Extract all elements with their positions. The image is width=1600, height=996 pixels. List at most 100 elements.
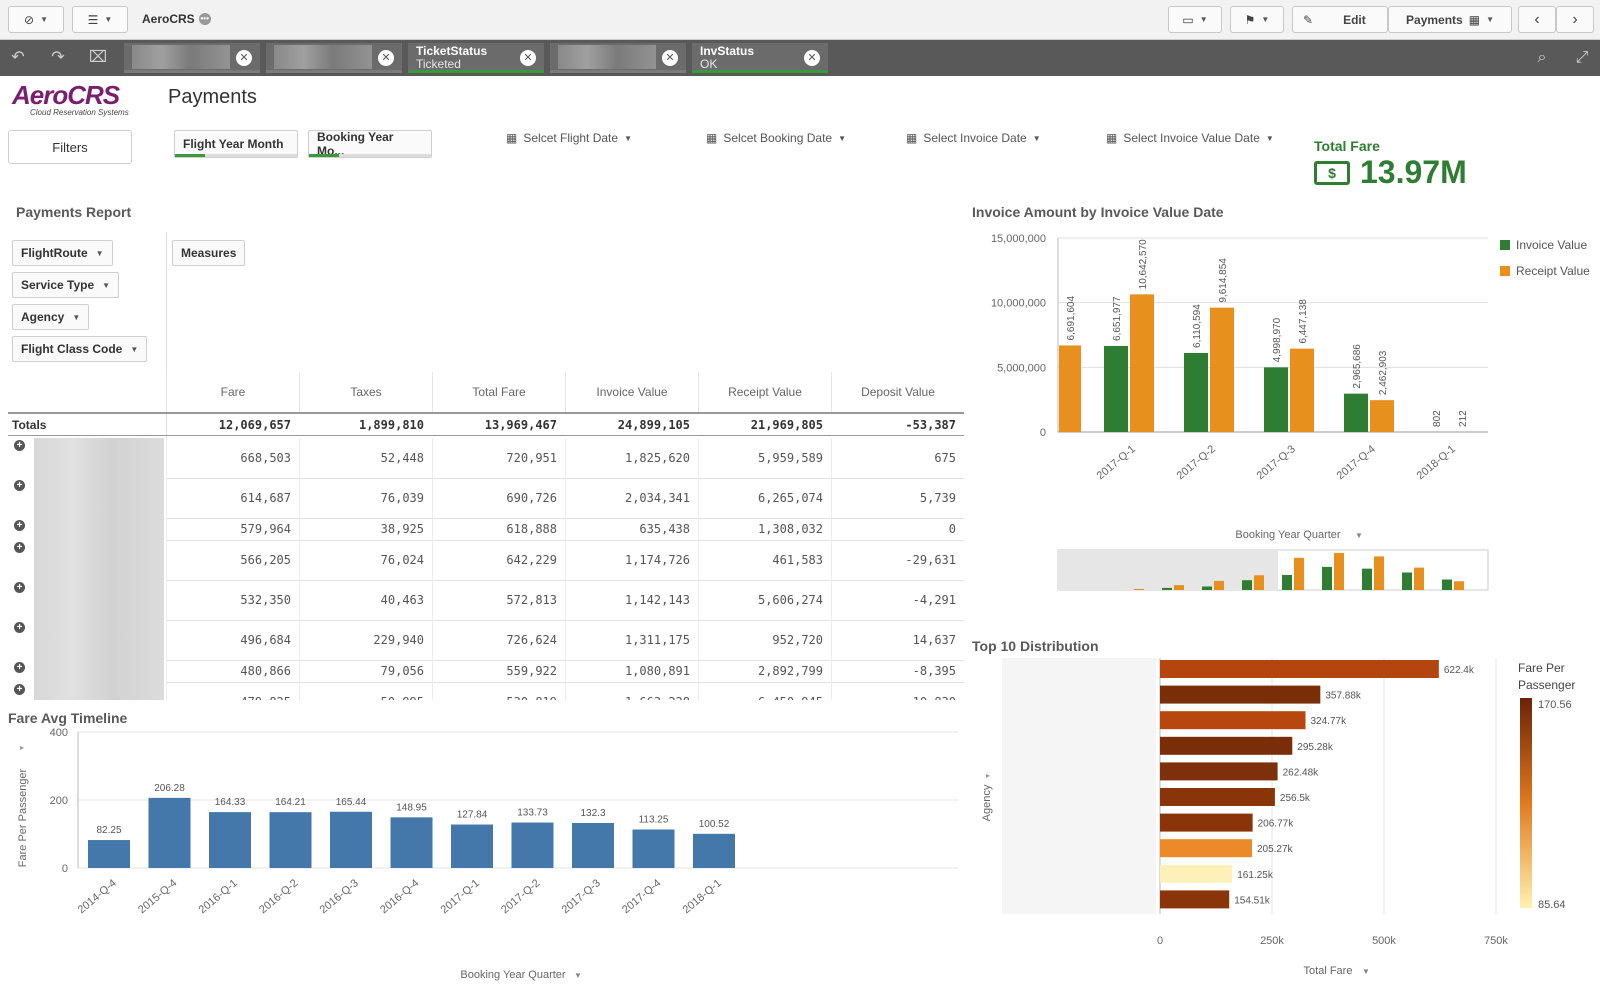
table-cell: 76,039: [299, 478, 432, 518]
app-name: AeroCRS: [142, 12, 195, 26]
close-icon[interactable]: ✕: [378, 50, 394, 66]
legend-min: 85.64: [1538, 899, 1566, 911]
close-icon[interactable]: ✕: [662, 50, 678, 66]
bar-value-label: 295.28k: [1297, 742, 1334, 753]
dimension-flight-class-code[interactable]: Flight Class Code ▼: [12, 336, 148, 362]
clear-all-selections-icon[interactable]: ⌧: [88, 49, 108, 66]
bar-value-label: 4,998,970: [1272, 317, 1283, 362]
color-legend-bar: [1520, 698, 1532, 908]
expand-icon[interactable]: +: [14, 582, 25, 593]
measures-header[interactable]: Measures: [172, 240, 246, 266]
totals-cell: 12,069,657: [218, 418, 291, 432]
column-header[interactable]: Deposit Value: [831, 372, 964, 412]
selection-chip[interactable]: ✕: [550, 43, 686, 73]
invoice-value-date-picker[interactable]: ▦ Select Invoice Value Date ▼: [1106, 131, 1274, 145]
y-tick-label: 200: [50, 795, 68, 807]
bar-value-label: 6,691,604: [1066, 296, 1077, 341]
booking-date-picker[interactable]: ▦ Selcet Booking Date ▼: [706, 131, 846, 145]
bar: [1160, 864, 1233, 883]
selection-chip-invstatus[interactable]: InvStatus OK ✕: [692, 43, 828, 73]
x-tick-label: 750k: [1484, 935, 1508, 947]
booking-year-month-dimension[interactable]: Booking Year Mo...: [308, 130, 432, 158]
sheet-icon: ▦: [1468, 12, 1481, 27]
y-axis-title: Agency: [981, 784, 993, 821]
table-cell: 50,995: [299, 682, 432, 700]
chevron-down-icon: ▼: [1486, 15, 1494, 24]
chevron-down-icon: ▼: [1265, 133, 1274, 143]
next-sheet-button[interactable]: ›: [1556, 6, 1594, 33]
list-icon: ☰: [87, 12, 99, 27]
app-menu-button[interactable]: ☰ ▼: [72, 6, 128, 33]
previous-sheet-button[interactable]: ‹: [1518, 6, 1556, 33]
close-icon[interactable]: ✕: [236, 50, 252, 66]
invoice-date-picker[interactable]: ▦ Select Invoice Date ▼: [906, 131, 1041, 145]
invoice-amount-chart: 15,000,000 10,000,000 5,000,000 0 6,691,604 6…: [991, 233, 1590, 591]
x-tick-label: 2017-Q-4: [1335, 443, 1378, 482]
expand-icon[interactable]: +: [14, 542, 25, 553]
column-header[interactable]: Invoice Value: [565, 372, 698, 412]
minimap-bar: [1134, 588, 1144, 590]
dimension-flightroute[interactable]: FlightRoute ▼: [12, 240, 113, 266]
info-icon[interactable]: •••: [198, 13, 211, 25]
table-cell: 5,959,589: [698, 438, 831, 478]
minimap-bar: [1322, 566, 1332, 590]
minimap-bar: [1202, 586, 1212, 590]
navigation-menu-button[interactable]: ⊘ ▼: [8, 6, 64, 33]
table-cell: 5,606,274: [698, 580, 831, 620]
step-forward-icon[interactable]: ↷: [51, 49, 65, 66]
expand-icon[interactable]: +: [14, 684, 25, 695]
expand-icon[interactable]: +: [14, 662, 25, 673]
sheet-menu-button[interactable]: Payments ▦ ▼: [1388, 6, 1512, 33]
chevron-down-icon: ▼: [102, 280, 111, 290]
table-cell: 635,438: [565, 518, 698, 540]
close-icon[interactable]: ✕: [520, 50, 536, 66]
column-header[interactable]: Total Fare: [432, 372, 565, 412]
legend-swatch: [1500, 266, 1510, 276]
expand-icon[interactable]: +: [14, 440, 25, 451]
x-tick-label: 2016-Q-2: [257, 877, 300, 916]
bar-receipt-value: [1290, 348, 1314, 432]
bar-value-label: 6,651,977: [1112, 296, 1123, 341]
dimension-agency[interactable]: Agency ▼: [12, 304, 90, 330]
column-header[interactable]: Fare: [166, 372, 299, 412]
expand-icon[interactable]: +: [14, 520, 25, 531]
bar-value-label: 82.25: [96, 825, 121, 836]
scrollbar-track: [1058, 550, 1278, 590]
chevron-down-icon: ▼: [1355, 531, 1363, 540]
flight-date-picker[interactable]: ▦ Selcet Flight Date ▼: [506, 131, 632, 145]
x-tick-label: 0: [1157, 935, 1163, 947]
table-cell: 479,825: [166, 682, 299, 700]
search-icon[interactable]: ⌕: [1537, 49, 1547, 66]
table-cell: 52,448: [299, 438, 432, 478]
table-cell: 952,720: [698, 620, 831, 660]
minimap-bar: [1242, 580, 1252, 590]
bar: [1160, 685, 1321, 704]
column-header[interactable]: Receipt Value: [698, 372, 831, 412]
invoice-chart-title: Invoice Amount by Invoice Value Date: [972, 204, 1224, 220]
step-back-icon[interactable]: ↶: [11, 49, 25, 66]
present-button[interactable]: ▭ ▼: [1168, 6, 1222, 33]
bar-value-label: 113.25: [639, 814, 669, 825]
selection-chip-ticketstatus[interactable]: TicketStatus Ticketed ✕: [408, 43, 544, 73]
selection-chip[interactable]: ✕: [266, 43, 402, 73]
selections-tool-icon[interactable]: ⤢: [1575, 49, 1589, 66]
minimap-bar: [1374, 556, 1384, 590]
minimap-bar: [1402, 572, 1412, 590]
bookmark-button[interactable]: ⚑ ▼: [1230, 6, 1284, 33]
dimension-service-type[interactable]: Service Type ▼: [12, 272, 120, 298]
edit-button[interactable]: ✎ Edit: [1292, 6, 1388, 33]
page-title: Payments: [168, 86, 257, 108]
table-cell: 496,684: [166, 620, 299, 660]
column-header[interactable]: Taxes: [299, 372, 432, 412]
expand-icon[interactable]: +: [14, 480, 25, 491]
selection-chip[interactable]: ✕: [124, 43, 260, 73]
chevron-down-icon: ▼: [72, 312, 81, 322]
filters-button[interactable]: Filters: [8, 130, 132, 164]
bar: [632, 829, 675, 868]
close-icon[interactable]: ✕: [804, 50, 820, 66]
expand-icon[interactable]: +: [14, 622, 25, 633]
table-cell: 461,583: [698, 540, 831, 580]
calendar-icon: ▦: [906, 131, 918, 145]
flight-year-month-dimension[interactable]: Flight Year Month: [174, 130, 298, 158]
bar: [390, 817, 433, 868]
